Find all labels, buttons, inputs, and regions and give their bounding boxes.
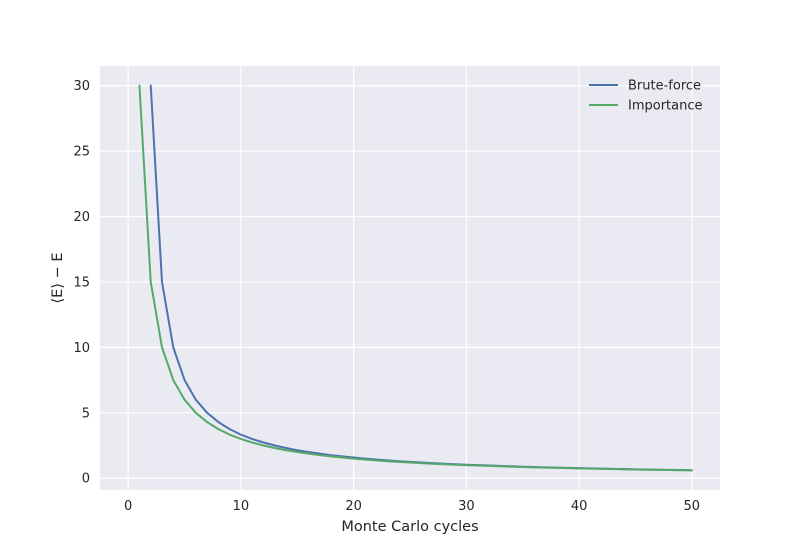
- legend-label: Brute-force: [628, 79, 701, 94]
- legend-item-importance: Importance: [589, 99, 703, 114]
- legend-item-brute-force: Brute-force: [589, 79, 701, 94]
- y-tick-label: 15: [73, 275, 90, 290]
- y-tick-label: 20: [73, 210, 90, 225]
- x-tick-label: 20: [345, 499, 362, 514]
- y-tick-label: 25: [73, 145, 90, 160]
- x-tick-label: 0: [124, 499, 132, 514]
- series-line-importance: [138, 84, 693, 472]
- y-tick-label: 30: [73, 79, 90, 94]
- legend: Brute-force Importance: [589, 79, 703, 114]
- x-tick-label: 40: [571, 499, 588, 514]
- y-tick-label: 5: [82, 406, 90, 421]
- x-tick-label: 30: [458, 499, 475, 514]
- legend-label: Importance: [628, 99, 703, 114]
- x-tick-label: 10: [233, 499, 250, 514]
- plot-background: [100, 66, 720, 490]
- x-tick-labels: 0 10 20 30 40 50: [124, 499, 700, 514]
- y-tick-label: 10: [73, 341, 90, 356]
- y-axis-label: ⟨E⟩ − E: [50, 252, 66, 303]
- x-tick-label: 50: [684, 499, 701, 514]
- y-tick-labels: 0 5 10 15 20 25 30: [73, 79, 90, 487]
- x-axis-label: Monte Carlo cycles: [341, 519, 478, 535]
- y-tick-label: 0: [82, 472, 90, 487]
- series-layer: [138, 84, 693, 472]
